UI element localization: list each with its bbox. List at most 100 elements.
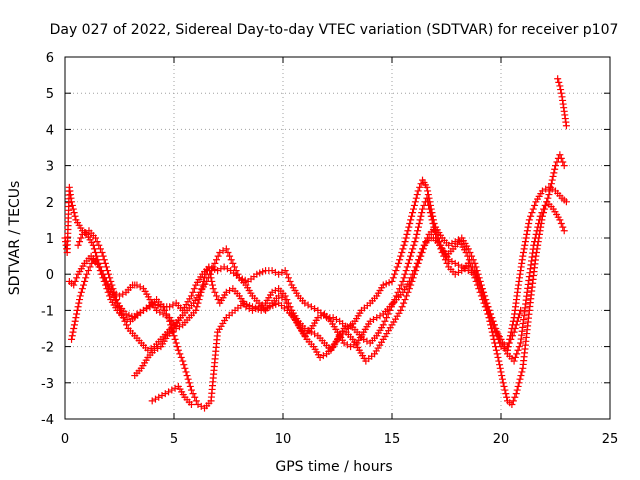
data-point xyxy=(477,281,485,289)
data-point xyxy=(119,314,127,322)
data-point xyxy=(511,353,519,361)
data-point xyxy=(162,312,170,320)
data-point xyxy=(193,303,201,311)
data-point xyxy=(485,306,493,314)
data-point xyxy=(525,216,533,224)
data-point xyxy=(547,180,555,188)
data-point xyxy=(414,187,422,195)
x-tick-label: 5 xyxy=(170,432,178,447)
data-point xyxy=(159,303,167,311)
data-point xyxy=(71,317,79,325)
data-point xyxy=(528,209,536,217)
data-point xyxy=(496,364,504,372)
axis-ticks xyxy=(64,56,611,420)
x-tick-label: 10 xyxy=(275,432,292,447)
data-point xyxy=(512,390,520,398)
data-point xyxy=(404,227,412,235)
data-point xyxy=(88,259,96,267)
data-point xyxy=(492,343,500,351)
data-point xyxy=(155,393,163,401)
data-point xyxy=(216,248,224,256)
data-point xyxy=(512,321,520,329)
data-point xyxy=(177,314,185,322)
data-point xyxy=(416,183,424,191)
data-point xyxy=(474,270,482,278)
data-point xyxy=(403,292,411,300)
data-point xyxy=(436,241,444,249)
data-point xyxy=(415,220,423,228)
data-point xyxy=(409,270,417,278)
data-point xyxy=(511,325,519,332)
data-point xyxy=(392,267,400,275)
data-point xyxy=(473,267,481,275)
data-point xyxy=(136,283,144,291)
data-point xyxy=(96,263,104,271)
data-point xyxy=(511,393,519,401)
y-axis-label: SDTVAR / TECUs xyxy=(7,181,23,296)
data-point xyxy=(546,187,554,195)
y-tick-label: 6 xyxy=(46,51,54,66)
data-point xyxy=(399,245,407,253)
data-point xyxy=(414,227,422,235)
data-point xyxy=(562,122,570,130)
data-point xyxy=(422,238,430,246)
data-point xyxy=(418,209,426,217)
data-point xyxy=(469,256,477,264)
data-point xyxy=(487,310,495,318)
data-point xyxy=(187,401,195,409)
data-point xyxy=(530,241,538,249)
data-point xyxy=(466,263,474,271)
data-point xyxy=(281,267,289,275)
y-tick-label: 1 xyxy=(46,232,54,247)
data-point xyxy=(519,248,527,256)
data-point xyxy=(556,82,564,90)
data-point xyxy=(192,306,200,314)
data-point xyxy=(481,292,489,300)
data-point xyxy=(518,368,526,376)
y-tick-label: 3 xyxy=(46,160,54,175)
data-point xyxy=(161,306,169,314)
data-point xyxy=(490,321,498,329)
data-point xyxy=(101,259,109,267)
data-point xyxy=(177,353,185,361)
data-point xyxy=(170,332,178,340)
data-point xyxy=(510,357,518,365)
data-point xyxy=(405,256,413,264)
data-point xyxy=(187,292,195,300)
data-point xyxy=(483,299,491,307)
data-point xyxy=(203,277,211,285)
data-point xyxy=(491,339,499,347)
data-point xyxy=(118,310,126,318)
data-point xyxy=(523,230,531,238)
data-point xyxy=(70,321,78,329)
data-point xyxy=(69,205,77,213)
data-point xyxy=(208,267,216,275)
y-tick-label: 0 xyxy=(46,268,54,283)
x-tick-label: 15 xyxy=(384,432,401,447)
data-point xyxy=(229,259,237,267)
data-point xyxy=(284,303,292,311)
data-point xyxy=(389,299,397,307)
data-point xyxy=(438,248,446,256)
data-point xyxy=(319,352,327,360)
data-point xyxy=(96,245,104,253)
data-point xyxy=(80,281,88,289)
data-point xyxy=(495,357,503,365)
data-point xyxy=(524,223,532,231)
data-point xyxy=(556,151,564,159)
data-point xyxy=(499,379,507,387)
data-point xyxy=(412,194,420,202)
data-point xyxy=(219,247,227,255)
data-point xyxy=(405,223,413,231)
data-point xyxy=(148,397,156,405)
data-point xyxy=(417,248,425,256)
data-point xyxy=(527,212,535,220)
tick-labels: 0 5 10 15 20 25 -4 -3 -2 -1 0 1 2 3 4 5 6 xyxy=(41,51,618,447)
data-point xyxy=(168,386,176,394)
data-point xyxy=(186,382,194,390)
data-point xyxy=(407,252,415,260)
x-axis-label: GPS time / hours xyxy=(275,459,392,475)
data-point xyxy=(507,335,515,343)
data-point xyxy=(194,401,202,409)
data-point xyxy=(472,263,480,271)
